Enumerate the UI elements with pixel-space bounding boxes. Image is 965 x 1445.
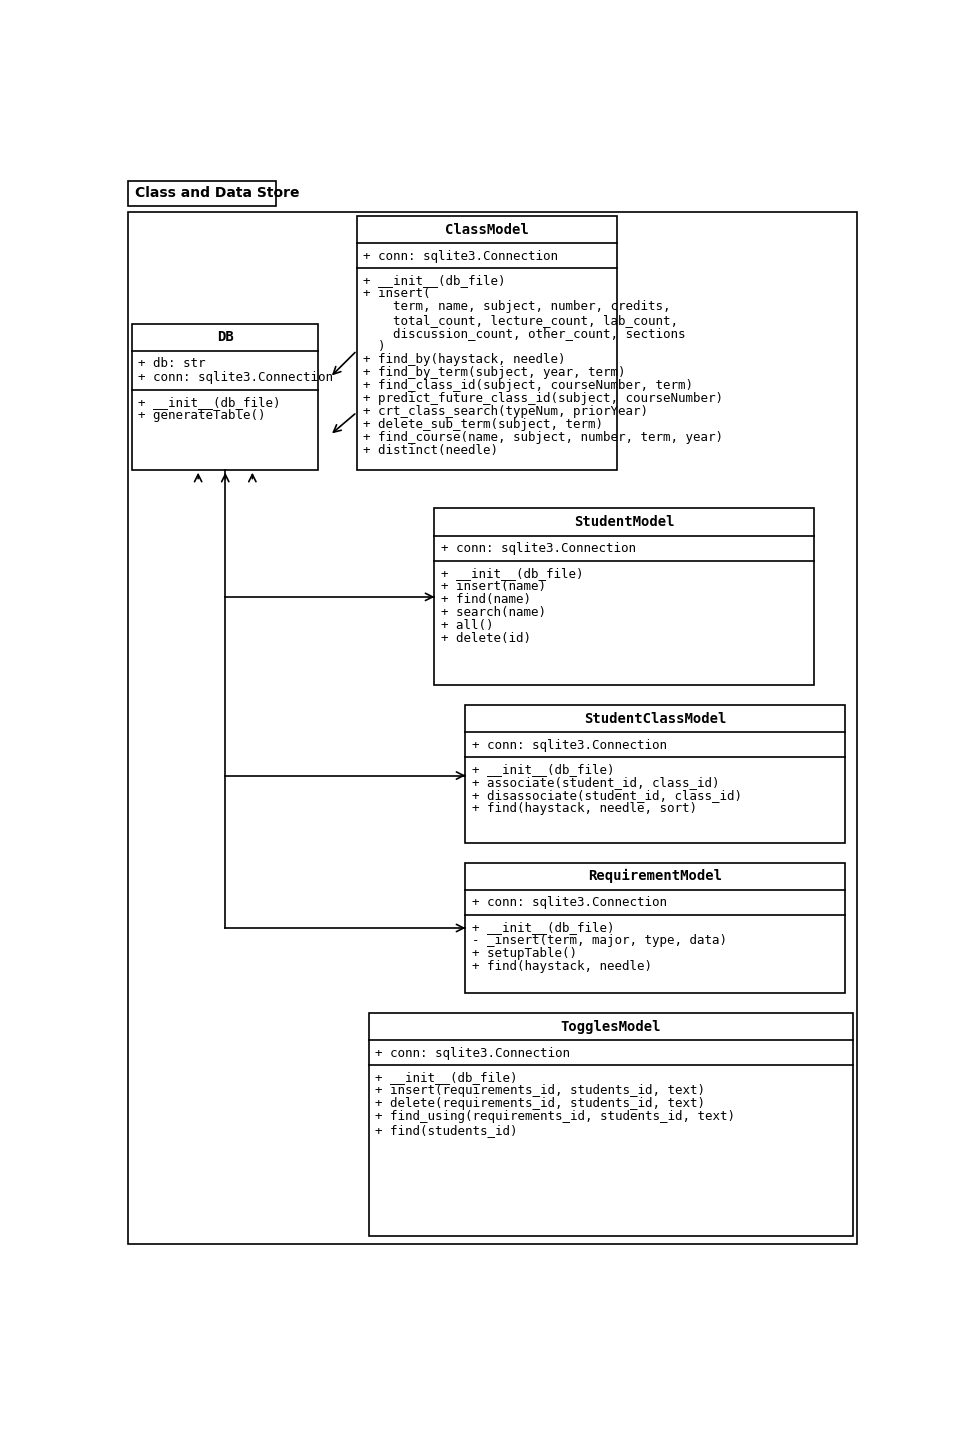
Text: + associate(student_id, class_id): + associate(student_id, class_id) <box>472 776 719 789</box>
Bar <box>465 863 845 994</box>
Text: - _insert(term, major, type, data): - _insert(term, major, type, data) <box>472 933 727 946</box>
Text: + find_class_id(subject, courseNumber, term): + find_class_id(subject, courseNumber, t… <box>363 379 693 392</box>
Text: + disassociate(student_id, class_id): + disassociate(student_id, class_id) <box>472 789 742 802</box>
Text: + __init__(db_file): + __init__(db_file) <box>472 920 614 933</box>
Bar <box>357 215 617 470</box>
Text: + conn: sqlite3.Connection: + conn: sqlite3.Connection <box>363 250 558 263</box>
Bar <box>369 1013 853 1235</box>
Text: discussion_count, other_count, sections: discussion_count, other_count, sections <box>363 327 686 340</box>
Text: StudentClassModel: StudentClassModel <box>584 711 727 725</box>
Text: + conn: sqlite3.Connection: + conn: sqlite3.Connection <box>441 542 636 555</box>
Text: + insert(requirements_id, students_id, text): + insert(requirements_id, students_id, t… <box>374 1084 704 1097</box>
Text: + find_using(requirements_id, students_id, text): + find_using(requirements_id, students_i… <box>374 1111 734 1124</box>
Text: TogglesModel: TogglesModel <box>561 1020 661 1033</box>
Text: + predict_future_class_id(subject, courseNumber): + predict_future_class_id(subject, cours… <box>363 392 723 405</box>
Bar <box>434 509 814 685</box>
Text: term, name, subject, number, credits,: term, name, subject, number, credits, <box>363 301 671 314</box>
Text: + __init__(db_file): + __init__(db_file) <box>472 763 614 776</box>
Text: + conn: sqlite3.Connection: + conn: sqlite3.Connection <box>138 370 334 383</box>
Text: + distinct(needle): + distinct(needle) <box>363 445 498 458</box>
Text: + delete_sub_term(subject, term): + delete_sub_term(subject, term) <box>363 418 603 431</box>
Text: + all(): + all() <box>441 620 493 633</box>
Text: + conn: sqlite3.Connection: + conn: sqlite3.Connection <box>472 896 667 909</box>
Text: + find_course(name, subject, number, term, year): + find_course(name, subject, number, ter… <box>363 432 723 445</box>
Text: + __init__(db_file): + __init__(db_file) <box>363 275 506 288</box>
Text: + crt_class_search(typeNum, priorYear): + crt_class_search(typeNum, priorYear) <box>363 405 648 418</box>
Text: StudentModel: StudentModel <box>574 516 675 529</box>
Text: ClassModel: ClassModel <box>445 223 529 237</box>
Text: + generateTable(): + generateTable() <box>138 409 266 422</box>
Bar <box>465 705 845 844</box>
Text: + delete(requirements_id, students_id, text): + delete(requirements_id, students_id, t… <box>374 1097 704 1110</box>
Text: + find(haystack, needle): + find(haystack, needle) <box>472 961 651 974</box>
Text: + __init__(db_file): + __init__(db_file) <box>441 566 583 579</box>
Text: RequirementModel: RequirementModel <box>589 870 723 883</box>
Text: total_count, lecture_count, lab_count,: total_count, lecture_count, lab_count, <box>363 314 678 327</box>
Text: + __init__(db_file): + __init__(db_file) <box>138 396 281 409</box>
Text: + find(name): + find(name) <box>441 592 531 605</box>
Text: + find_by(haystack, needle): + find_by(haystack, needle) <box>363 353 565 366</box>
Text: + setupTable(): + setupTable() <box>472 948 577 961</box>
Text: + __init__(db_file): + __init__(db_file) <box>374 1071 517 1084</box>
Text: + insert(: + insert( <box>363 288 430 301</box>
Text: + find_by_term(subject, year, term): + find_by_term(subject, year, term) <box>363 366 625 379</box>
Text: ): ) <box>363 340 386 353</box>
Text: + db: str: + db: str <box>138 357 206 370</box>
Text: + find(haystack, needle, sort): + find(haystack, needle, sort) <box>472 802 697 815</box>
Bar <box>128 181 276 205</box>
Text: + search(name): + search(name) <box>441 605 545 618</box>
Text: + find(students_id): + find(students_id) <box>374 1124 517 1137</box>
Text: + conn: sqlite3.Connection: + conn: sqlite3.Connection <box>472 738 667 751</box>
Text: + conn: sqlite3.Connection: + conn: sqlite3.Connection <box>374 1046 569 1059</box>
Text: DB: DB <box>217 331 234 344</box>
Bar <box>132 324 318 470</box>
Text: Class and Data Store: Class and Data Store <box>134 186 299 201</box>
Text: + insert(name): + insert(name) <box>441 579 545 592</box>
Text: + delete(id): + delete(id) <box>441 633 531 646</box>
